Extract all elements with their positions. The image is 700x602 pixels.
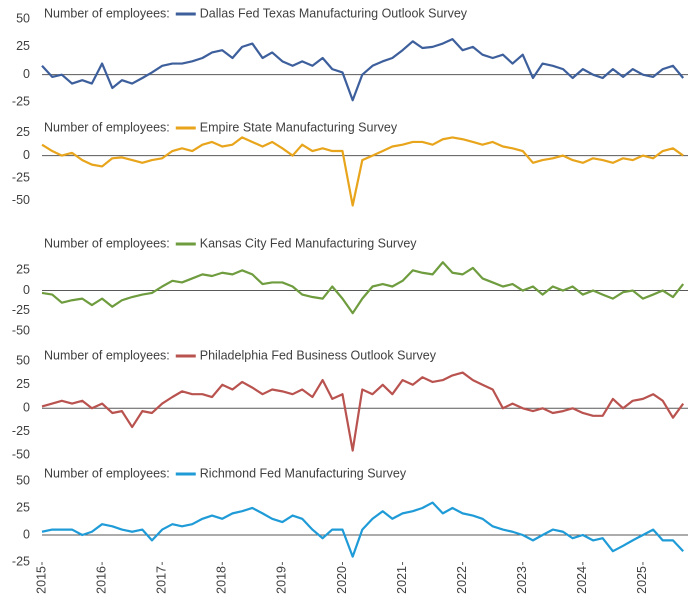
- series-line: [41, 261, 685, 315]
- series-line: [41, 136, 684, 207]
- x-tick-label: 2024: [575, 566, 589, 594]
- y-tick-label: -50: [12, 448, 30, 462]
- y-tick-label: 50: [16, 11, 30, 25]
- legend-title: Number of employees:: [44, 236, 170, 250]
- series-line: [41, 501, 684, 558]
- legend-label: Empire State Manufacturing Survey: [200, 120, 398, 134]
- series-line: [41, 38, 685, 102]
- x-tick-label: 2019: [275, 566, 289, 594]
- series-line: [41, 371, 685, 452]
- y-tick-label: 50: [16, 473, 30, 487]
- y-tick-label: -25: [12, 424, 30, 438]
- y-tick-label: 25: [16, 125, 30, 139]
- legend-title: Number of employees:: [44, 348, 170, 362]
- legend-label: Richmond Fed Manufacturing Survey: [200, 466, 407, 480]
- y-tick-label: 50: [16, 354, 30, 368]
- y-tick-label: -25: [12, 303, 30, 317]
- y-tick-label: -50: [12, 323, 30, 337]
- legend-title: Number of employees:: [44, 120, 170, 134]
- x-tick-label: 2017: [154, 566, 168, 594]
- legend-label: Kansas City Fed Manufacturing Survey: [200, 236, 418, 250]
- x-tick-label: 2018: [215, 566, 229, 594]
- x-tick-label: 2015: [34, 566, 48, 594]
- y-tick-label: 25: [16, 500, 30, 514]
- y-tick-label: 0: [23, 527, 30, 541]
- y-tick-label: -50: [12, 193, 30, 207]
- y-tick-label: 0: [23, 67, 30, 81]
- legend-label: Philadelphia Fed Business Outlook Survey: [200, 348, 437, 362]
- x-tick-label: 2022: [455, 566, 469, 594]
- legend-label: Dallas Fed Texas Manufacturing Outlook S…: [200, 6, 468, 20]
- y-tick-label: 0: [23, 148, 30, 162]
- legend-title: Number of employees:: [44, 6, 170, 20]
- x-tick-label: 2021: [395, 566, 409, 594]
- y-tick-label: 0: [23, 283, 30, 297]
- x-tick-label: 2016: [94, 566, 108, 594]
- y-tick-label: -25: [12, 95, 30, 109]
- y-tick-label: -25: [12, 554, 30, 568]
- x-tick-label: 2020: [335, 566, 349, 594]
- y-tick-label: 25: [16, 39, 30, 53]
- y-tick-label: 0: [23, 401, 30, 415]
- y-tick-label: 25: [16, 377, 30, 391]
- legend-title: Number of employees:: [44, 466, 170, 480]
- x-tick-label: 2025: [635, 566, 649, 594]
- y-tick-label: -25: [12, 171, 30, 185]
- y-tick-label: 25: [16, 263, 30, 277]
- x-tick-label: 2023: [515, 566, 529, 594]
